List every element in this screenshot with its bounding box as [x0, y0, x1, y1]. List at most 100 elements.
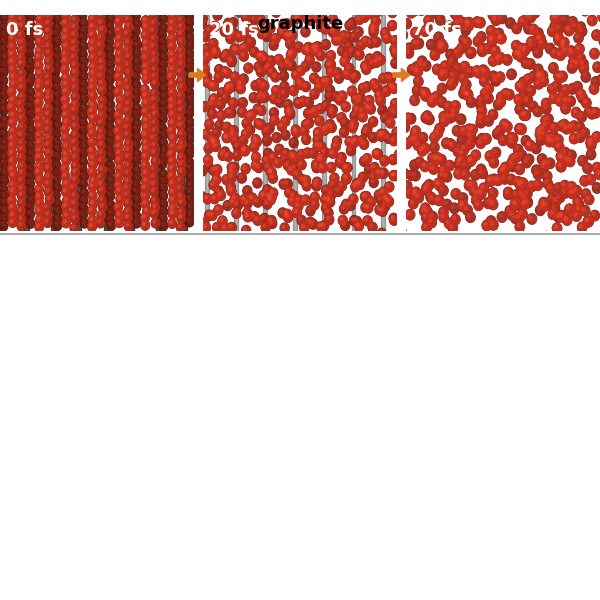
Circle shape — [583, 74, 586, 77]
Circle shape — [37, 124, 40, 127]
Circle shape — [382, 194, 391, 204]
Circle shape — [569, 50, 573, 53]
Circle shape — [200, 101, 209, 112]
Circle shape — [577, 124, 580, 128]
Circle shape — [253, 178, 262, 188]
Circle shape — [204, 155, 212, 165]
Circle shape — [1, 199, 9, 208]
Circle shape — [141, 199, 150, 209]
Circle shape — [265, 191, 273, 201]
Circle shape — [10, 205, 13, 208]
Circle shape — [1, 78, 4, 81]
Circle shape — [256, 94, 264, 103]
Circle shape — [466, 212, 475, 223]
Circle shape — [268, 68, 276, 77]
Circle shape — [204, 143, 213, 154]
Circle shape — [484, 198, 493, 208]
Circle shape — [368, 117, 377, 127]
Circle shape — [299, 82, 302, 85]
Circle shape — [159, 200, 167, 209]
Circle shape — [302, 181, 311, 191]
Circle shape — [460, 126, 469, 136]
Circle shape — [466, 67, 475, 77]
Circle shape — [2, 117, 5, 121]
Circle shape — [211, 46, 220, 56]
Circle shape — [527, 214, 536, 224]
Circle shape — [304, 109, 313, 118]
Circle shape — [159, 191, 167, 200]
Circle shape — [300, 177, 303, 180]
Circle shape — [460, 143, 469, 154]
Circle shape — [487, 153, 490, 157]
Circle shape — [245, 65, 248, 68]
Circle shape — [168, 18, 176, 28]
Circle shape — [406, 209, 415, 220]
Circle shape — [436, 197, 439, 201]
Circle shape — [512, 152, 521, 162]
Circle shape — [71, 185, 74, 188]
Circle shape — [187, 72, 196, 82]
Circle shape — [52, 130, 60, 139]
Circle shape — [310, 221, 313, 224]
Circle shape — [355, 50, 364, 59]
Circle shape — [322, 203, 331, 213]
Circle shape — [484, 136, 487, 139]
Circle shape — [64, 82, 67, 85]
Circle shape — [132, 125, 140, 134]
Circle shape — [141, 107, 149, 116]
Circle shape — [212, 223, 221, 232]
Circle shape — [507, 133, 515, 143]
Circle shape — [457, 43, 466, 53]
Circle shape — [382, 30, 385, 33]
Circle shape — [268, 197, 271, 200]
Circle shape — [46, 43, 49, 47]
Circle shape — [132, 80, 141, 90]
Circle shape — [478, 169, 487, 178]
Circle shape — [18, 184, 26, 193]
Circle shape — [222, 133, 231, 143]
Circle shape — [500, 119, 509, 130]
Circle shape — [343, 104, 346, 107]
Circle shape — [311, 9, 320, 19]
Circle shape — [522, 194, 525, 198]
Circle shape — [247, 110, 256, 120]
Circle shape — [9, 211, 17, 220]
Circle shape — [527, 181, 536, 191]
Circle shape — [578, 223, 587, 232]
Circle shape — [37, 79, 40, 82]
Circle shape — [2, 208, 5, 211]
Circle shape — [477, 106, 487, 116]
Circle shape — [464, 181, 473, 190]
Circle shape — [62, 218, 70, 228]
Circle shape — [71, 47, 74, 50]
Circle shape — [511, 200, 521, 210]
Circle shape — [408, 135, 416, 145]
Circle shape — [178, 130, 186, 139]
Circle shape — [241, 146, 250, 156]
Circle shape — [151, 65, 159, 74]
Circle shape — [44, 49, 53, 58]
Circle shape — [409, 10, 412, 13]
Circle shape — [115, 49, 124, 59]
Circle shape — [327, 93, 330, 97]
Circle shape — [457, 158, 460, 161]
Circle shape — [264, 157, 267, 161]
Circle shape — [536, 205, 545, 215]
Circle shape — [577, 89, 586, 100]
Circle shape — [328, 164, 331, 167]
Circle shape — [124, 161, 132, 170]
Circle shape — [35, 131, 43, 140]
Circle shape — [209, 212, 212, 215]
Circle shape — [337, 181, 346, 191]
Circle shape — [0, 68, 8, 77]
Circle shape — [82, 97, 84, 100]
Circle shape — [115, 41, 122, 50]
Circle shape — [211, 137, 219, 146]
Circle shape — [185, 109, 193, 118]
Circle shape — [427, 40, 436, 50]
Circle shape — [374, 7, 383, 16]
Circle shape — [305, 150, 308, 153]
Circle shape — [292, 127, 301, 137]
Circle shape — [288, 150, 297, 160]
Circle shape — [472, 188, 482, 199]
